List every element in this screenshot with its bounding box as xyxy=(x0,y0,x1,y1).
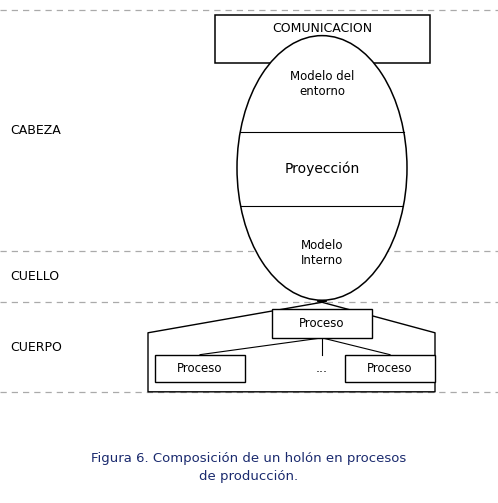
Text: Proyección: Proyección xyxy=(284,161,360,176)
Text: Modelo
Interno: Modelo Interno xyxy=(301,239,343,267)
Text: COMUNICACION: COMUNICACION xyxy=(272,22,373,35)
Text: CABEZA: CABEZA xyxy=(10,124,61,137)
Text: CUELLO: CUELLO xyxy=(10,270,59,283)
Text: Figura 6. Composición de un holón en procesos
de producción.: Figura 6. Composición de un holón en pro… xyxy=(91,452,407,483)
Ellipse shape xyxy=(237,36,407,300)
Bar xyxy=(215,15,430,63)
Text: Proceso: Proceso xyxy=(177,362,223,375)
Bar xyxy=(272,309,372,338)
Text: Proceso: Proceso xyxy=(367,362,413,375)
Text: CUERPO: CUERPO xyxy=(10,341,62,354)
Bar xyxy=(345,355,435,382)
Text: ...: ... xyxy=(316,362,328,375)
Text: Modelo del
entorno: Modelo del entorno xyxy=(290,70,354,98)
Text: Proceso: Proceso xyxy=(299,317,345,330)
Bar xyxy=(155,355,245,382)
